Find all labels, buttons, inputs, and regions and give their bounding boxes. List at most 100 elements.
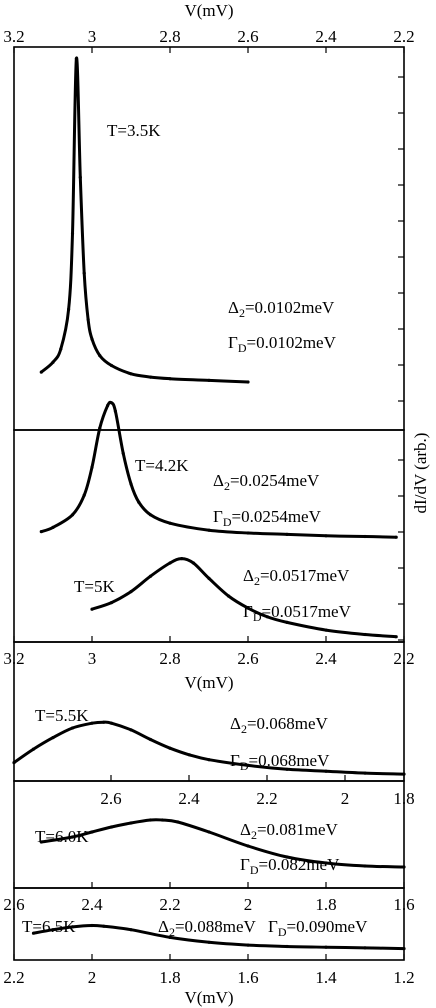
delta-label: Δ2=0.0102meV bbox=[228, 298, 335, 320]
data-point bbox=[246, 380, 250, 384]
data-point bbox=[129, 590, 133, 594]
data-point bbox=[51, 360, 55, 364]
data-point bbox=[31, 931, 36, 935]
data-point bbox=[324, 534, 328, 538]
data-point bbox=[285, 944, 289, 949]
temperature-label: T=6.5K bbox=[22, 917, 76, 936]
data-point bbox=[70, 513, 75, 517]
delta-label: Δ2=0.0254meV bbox=[213, 471, 320, 493]
fit-curve bbox=[40, 400, 397, 539]
gamma-label: ΓD=0.090meV bbox=[268, 917, 368, 939]
x-tick-label: 2.2 bbox=[3, 968, 24, 987]
panel-3: T=5K Δ2=0.0517meV ΓD=0.0517meV bbox=[74, 557, 398, 639]
data-point bbox=[402, 947, 406, 951]
delta-label: Δ2=0.068meV bbox=[230, 714, 329, 736]
temperature-label: T=5K bbox=[74, 577, 115, 596]
data-point bbox=[246, 531, 250, 535]
x-tick-label: 3 bbox=[88, 649, 97, 668]
x-tick-label: 2.2 bbox=[159, 895, 180, 914]
x-tick-label: 2.2 bbox=[393, 27, 414, 46]
fit-curve bbox=[40, 56, 249, 384]
data-point bbox=[39, 840, 43, 844]
data-point bbox=[148, 574, 153, 578]
panel-6: T=6.5K Δ2=0.088meV ΓD=0.090meV bbox=[22, 917, 406, 951]
y-axis-title: dI/dV (arb.) bbox=[411, 433, 430, 514]
data-point bbox=[39, 530, 43, 534]
data-point bbox=[106, 404, 110, 408]
data-point bbox=[207, 940, 211, 944]
x-tick-label: 1.2 bbox=[393, 968, 414, 987]
delta-value: =0.068meV bbox=[247, 714, 329, 733]
data-point bbox=[285, 620, 289, 625]
panel-1: T=3.5K Δ2=0.0102meV ΓD=0.0102meV bbox=[39, 56, 337, 384]
data-point bbox=[168, 561, 172, 565]
data-point bbox=[121, 451, 125, 455]
x-tick-label: 2.8 bbox=[159, 27, 180, 46]
data-point bbox=[148, 737, 153, 742]
x-tick-label: 1.4 bbox=[315, 968, 337, 987]
data-point bbox=[109, 601, 114, 605]
data-point bbox=[59, 347, 63, 351]
temperature-label: T=4.2K bbox=[135, 456, 189, 475]
data-point bbox=[102, 924, 106, 928]
gamma-label: ΓD=0.0102meV bbox=[228, 333, 337, 355]
data-point bbox=[78, 175, 82, 179]
data-point bbox=[246, 606, 250, 610]
data-point bbox=[207, 378, 211, 382]
data-point bbox=[109, 363, 114, 368]
data-point bbox=[285, 767, 289, 771]
data-point bbox=[98, 426, 102, 430]
data-point bbox=[137, 500, 141, 504]
x-tick-label: 2 bbox=[88, 968, 97, 987]
data-point bbox=[246, 763, 250, 768]
gamma-label: ΓD=0.0517meV bbox=[243, 602, 352, 624]
x-tick-label: 2.4 bbox=[81, 895, 103, 914]
delta-value: =0.081meV bbox=[257, 820, 339, 839]
data-point bbox=[90, 923, 94, 928]
x-tick-label: 2.4 bbox=[178, 789, 200, 808]
data-point bbox=[90, 337, 94, 341]
data-point bbox=[148, 818, 153, 822]
gamma-label: ΓD=0.068meV bbox=[230, 751, 330, 773]
gamma-value: =0.0102meV bbox=[247, 333, 337, 352]
data-point bbox=[31, 747, 36, 751]
gamma-value: =0.082meV bbox=[259, 855, 341, 874]
data-point bbox=[324, 861, 328, 865]
fit-curve bbox=[13, 720, 405, 776]
x-tick-label: 2.6 bbox=[237, 649, 258, 668]
fit-curve bbox=[41, 818, 405, 869]
data-point bbox=[363, 946, 367, 950]
data-point bbox=[86, 317, 90, 321]
data-point bbox=[324, 628, 328, 632]
data-point bbox=[90, 830, 94, 834]
data-point bbox=[324, 769, 328, 773]
data-point bbox=[394, 535, 398, 539]
data-point bbox=[363, 864, 367, 868]
data-point bbox=[394, 635, 398, 639]
x-tick-label: 2 bbox=[244, 895, 253, 914]
data-point bbox=[168, 521, 172, 525]
data-point bbox=[246, 844, 250, 848]
data-point bbox=[109, 825, 114, 829]
x-tick-label: 3.2 bbox=[3, 27, 24, 46]
data-point bbox=[363, 534, 367, 539]
x-tick-label: 2.6 bbox=[237, 27, 258, 46]
data-point bbox=[207, 758, 211, 762]
panel-4: T=5.5K Δ2=0.068meV ΓD=0.068meV bbox=[12, 706, 406, 776]
data-point bbox=[129, 482, 133, 486]
x-tick-label: 1.6 bbox=[237, 968, 258, 987]
gamma-label: ΓD=0.082meV bbox=[240, 855, 340, 877]
data-point bbox=[180, 557, 184, 561]
gamma-value: =0.0254meV bbox=[232, 507, 322, 526]
data-point bbox=[160, 818, 164, 822]
data-point bbox=[70, 925, 75, 929]
data-point bbox=[402, 772, 406, 776]
x-tick-label: 3 bbox=[88, 27, 97, 46]
data-point bbox=[168, 746, 172, 750]
x-tick-label: 2 bbox=[341, 789, 350, 808]
data-point bbox=[285, 855, 289, 859]
data-point bbox=[39, 370, 43, 374]
data-point bbox=[109, 721, 114, 725]
data-point bbox=[51, 736, 55, 740]
